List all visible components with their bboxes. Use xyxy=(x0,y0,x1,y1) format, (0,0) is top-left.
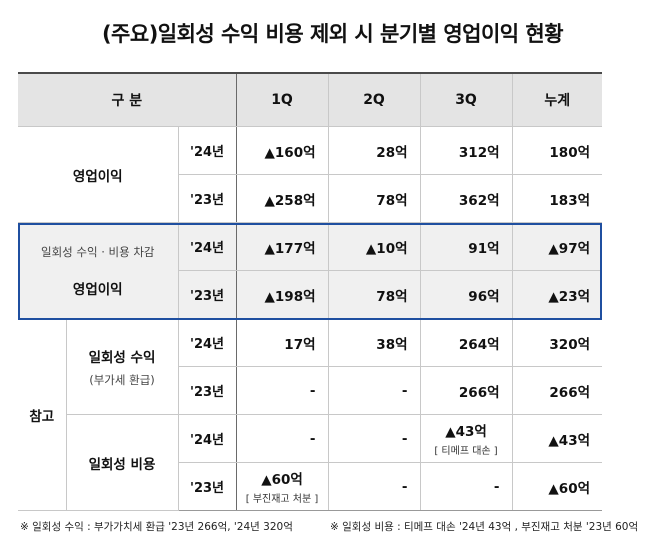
value-cell: 320억 xyxy=(511,318,603,367)
value-cell: 78억 xyxy=(327,270,421,319)
header-row: 구 분 1Q 2Q 3Q 누계 xyxy=(18,72,603,127)
value-cell: ▲160억 xyxy=(235,126,329,175)
value-cell: 91억 xyxy=(419,222,513,271)
value-note: [ 부진재고 처분 ] xyxy=(245,494,319,505)
year-cell: '23년 xyxy=(177,174,237,223)
footnote-income: ※ 일회성 수익 : 부가가치세 환급 '23년 266억, '24년 320억 xyxy=(20,521,293,533)
table-row: 참고 일회성 수익 (부가세 환급) '24년 17억 38억 264억 320… xyxy=(18,318,603,511)
value-cell: 362억 xyxy=(419,174,513,223)
value-cell-with-note: ▲43억 [ 티메프 대손 ] xyxy=(419,414,513,463)
row-label-operating-profit: 영업이익 xyxy=(18,126,178,223)
year-cell: '24년 xyxy=(177,222,237,271)
value-cell: 264억 xyxy=(419,318,513,367)
value-cell: ▲60억 xyxy=(511,462,603,511)
value-cell: - xyxy=(327,414,421,463)
year-cell: '24년 xyxy=(177,318,237,367)
year-cell: '23년 xyxy=(177,270,237,319)
value-cell: ▲258억 xyxy=(235,174,329,223)
row-label-adjusted-profit: 일회성 수익 · 비용 차감 영업이익 xyxy=(18,222,178,319)
footnote-cost: ※ 일회성 비용 : 티메프 대손 '24년 43억 , 부진재고 처분 '23… xyxy=(330,521,639,533)
adjusted-sublabel: 일회성 수익 · 비용 차감 xyxy=(41,244,155,259)
year-cell: '24년 xyxy=(177,126,237,175)
onetime-income-sublabel: (부가세 환급) xyxy=(89,372,155,387)
year-cell: '23년 xyxy=(177,462,237,511)
adjusted-label: 영업이익 xyxy=(72,281,123,298)
value-cell: ▲23억 xyxy=(511,270,603,319)
value-cell: 17억 xyxy=(235,318,329,367)
row-label-onetime-income: 일회성 수익 (부가세 환급) xyxy=(65,318,178,415)
header-q2: 2Q xyxy=(327,72,421,127)
table-row: '23년 ▲60억 [ 부진재고 처분 ] - - ▲60억 xyxy=(18,462,603,511)
value-cell: 96억 xyxy=(419,270,513,319)
value-cell: 38억 xyxy=(327,318,421,367)
value-cell: - xyxy=(327,462,421,511)
value-cell: - xyxy=(235,414,329,463)
value-cell: ▲43억 xyxy=(511,414,603,463)
header-total: 누계 xyxy=(511,72,603,127)
table-row: 일회성 비용 '24년 - - ▲43억 [ 티메프 대손 ] ▲43억 xyxy=(18,414,603,511)
value-cell: 266억 xyxy=(419,366,513,415)
row-label-reference: 참고 xyxy=(18,318,66,511)
value-cell: 78억 xyxy=(327,174,421,223)
header-category: 구 분 xyxy=(18,72,237,127)
value-cell: - xyxy=(235,366,329,415)
year-cell: '24년 xyxy=(177,414,237,463)
value-cell: 180억 xyxy=(511,126,603,175)
value-cell: - xyxy=(327,366,421,415)
operating-profit-table: 구 분 1Q 2Q 3Q 누계 영업이익 '24년 ▲160억 28억 312억… xyxy=(18,72,603,511)
table-row: '23년 ▲258억 78억 362억 183억 xyxy=(18,174,603,223)
value-text: ▲60억 xyxy=(261,472,303,488)
value-note: [ 티메프 대손 ] xyxy=(434,446,498,457)
table-row-highlight: '23년 ▲198억 78억 96억 ▲23억 xyxy=(18,270,603,319)
value-cell: - xyxy=(419,462,513,511)
table-row: 영업이익 '24년 ▲160억 28억 312억 180억 xyxy=(18,126,603,223)
value-cell: 266억 xyxy=(511,366,603,415)
value-cell: ▲198억 xyxy=(235,270,329,319)
value-cell: ▲10억 xyxy=(327,222,421,271)
value-cell: ▲177억 xyxy=(235,222,329,271)
value-text: ▲43억 xyxy=(445,424,487,440)
table-row-highlight: 일회성 수익 · 비용 차감 영업이익 '24년 ▲177억 ▲10억 91억 … xyxy=(18,222,603,319)
row-label-onetime-cost: 일회성 비용 xyxy=(65,414,178,511)
page-title: (주요)일회성 수익 비용 제외 시 분기별 영업이익 현황 xyxy=(101,22,564,46)
year-cell: '23년 xyxy=(177,366,237,415)
header-q1: 1Q xyxy=(235,72,329,127)
value-cell: ▲97억 xyxy=(511,222,603,271)
value-cell: 28억 xyxy=(327,126,421,175)
value-cell: 312억 xyxy=(419,126,513,175)
header-q3: 3Q xyxy=(419,72,513,127)
table-row: '23년 - - 266억 266억 xyxy=(18,366,603,415)
value-cell: 183억 xyxy=(511,174,603,223)
onetime-income-label: 일회성 수익 xyxy=(88,349,156,366)
value-cell-with-note: ▲60억 [ 부진재고 처분 ] xyxy=(235,462,329,511)
